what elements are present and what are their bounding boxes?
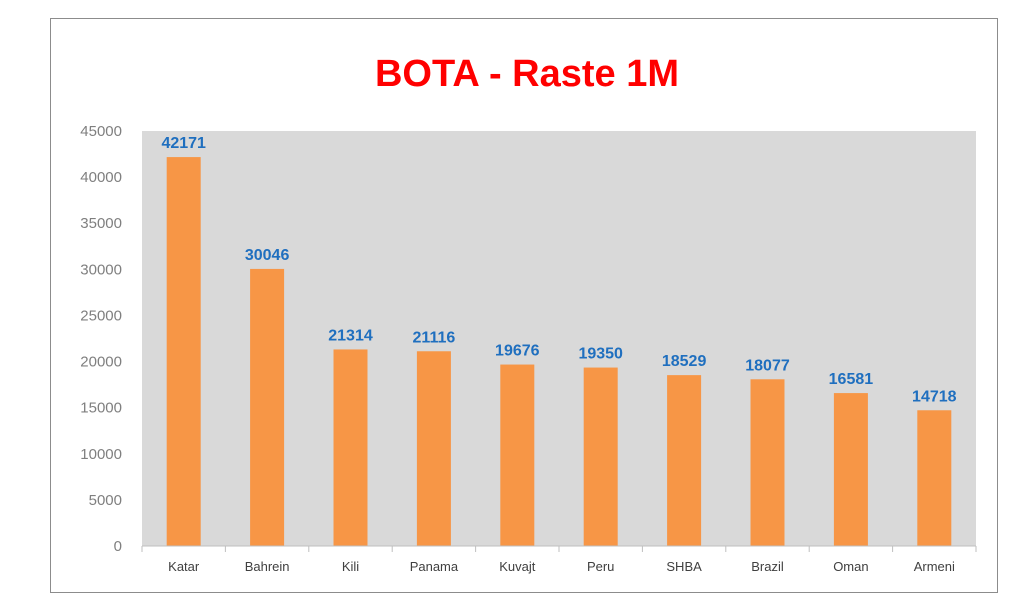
bar-peru	[583, 367, 618, 546]
x-category-label: Armeni	[914, 559, 955, 574]
y-tick-label: 5000	[89, 492, 122, 509]
y-tick-label: 40000	[80, 169, 122, 186]
bar-shba	[667, 375, 702, 546]
bar-oman	[833, 393, 868, 546]
x-category-label: Bahrein	[245, 559, 290, 574]
y-tick-label: 0	[114, 538, 122, 555]
x-category-label: Kili	[342, 559, 359, 574]
bar-brazil	[750, 379, 785, 546]
bar-armeni	[917, 410, 952, 546]
data-label: 42171	[161, 135, 206, 152]
x-category-label: Panama	[410, 559, 459, 574]
bar-panama	[416, 351, 451, 546]
y-tick-label: 30000	[80, 261, 122, 278]
x-category-label: Katar	[168, 559, 200, 574]
bar-bahrein	[250, 268, 285, 546]
x-axis-labels: Katar Bahrein Kili Panama Kuvajt Peru SHBA Braz…	[141, 546, 977, 574]
bars-group	[166, 157, 952, 546]
data-label: 18077	[745, 357, 790, 374]
data-label: 19676	[495, 343, 540, 360]
data-label: 16581	[829, 371, 874, 388]
y-tick-label: 45000	[80, 123, 122, 140]
data-label: 14718	[912, 388, 957, 405]
y-tick-label: 25000	[80, 307, 122, 324]
data-label: 21314	[328, 327, 373, 344]
y-tick-label: 15000	[80, 400, 122, 417]
y-tick-label: 35000	[80, 215, 122, 232]
x-category-label: Peru	[587, 559, 614, 574]
x-category-label: Kuvajt	[499, 559, 536, 574]
y-tick-label: 10000	[80, 446, 122, 463]
y-tick-label: 20000	[80, 354, 122, 371]
bar-katar	[166, 157, 201, 546]
data-label: 18529	[662, 353, 707, 370]
chart-title: BOTA - Raste 1M	[375, 53, 679, 95]
bar-kuvajt	[500, 364, 535, 546]
bar-kili	[333, 349, 368, 546]
x-category-label: SHBA	[666, 559, 702, 574]
y-axis-ticks: 0 5000 10000 15000 20000 25000 30000 35000 40000…	[80, 123, 122, 555]
data-label: 19350	[578, 346, 623, 363]
x-category-label: Brazil	[751, 559, 784, 574]
data-label: 30046	[245, 247, 290, 264]
x-category-label: Oman	[833, 559, 868, 574]
data-label: 21116	[413, 329, 456, 346]
data-labels: 42171 30046 21314 21116 19676 19350 18529 18077…	[161, 135, 956, 405]
